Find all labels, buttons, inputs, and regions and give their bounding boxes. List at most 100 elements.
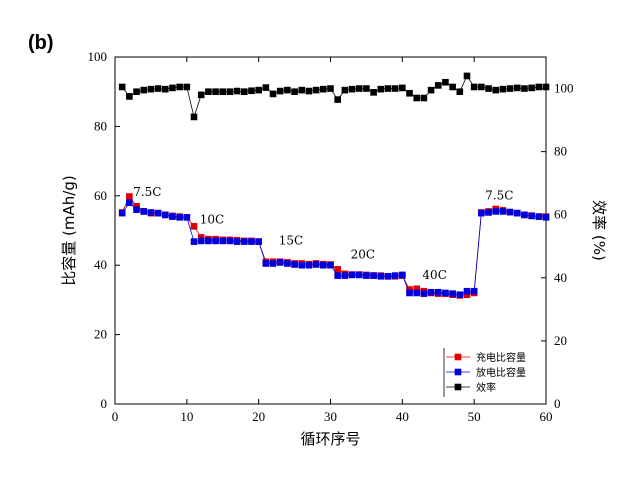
y-axis-title: 比容量 (mAh/g) (60, 175, 78, 285)
series-2-point (377, 273, 385, 280)
series-2-point (118, 209, 126, 217)
y-tick-label: 100 (88, 49, 108, 64)
panel-label: (b) (28, 32, 54, 54)
series-3-point (478, 83, 485, 91)
series-2-point (535, 213, 543, 220)
series-3-point (499, 85, 507, 93)
series-1-point (133, 202, 140, 210)
series-3-point (291, 88, 298, 95)
series-3-point (542, 83, 550, 91)
series-2-point (205, 237, 212, 245)
series-2-point (190, 238, 198, 245)
series-2-point (219, 237, 227, 245)
series-2-point (363, 272, 370, 279)
series-2-point (226, 237, 234, 245)
series-2-point (169, 213, 176, 220)
series-3-point (219, 88, 227, 95)
series-3-point (521, 85, 528, 92)
rate-annotation: 20C (351, 247, 375, 261)
series-2-point (463, 287, 471, 295)
series-3-point (255, 86, 262, 94)
series-2-point (434, 288, 442, 296)
x-tick-label: 40 (396, 409, 409, 424)
series-3-point (327, 85, 334, 92)
series-2-point (399, 271, 406, 279)
series-2-point (255, 238, 262, 245)
series-1-point (463, 291, 471, 298)
series-2-point (499, 208, 507, 215)
series-3-point (406, 89, 413, 97)
series-2-point (413, 289, 420, 297)
series-2-point (427, 288, 435, 296)
series-2-point (233, 238, 241, 245)
series-3-point (341, 86, 349, 94)
series-2-point (384, 273, 392, 280)
rate-annotation: 15C (279, 233, 303, 247)
x-tick-label: 20 (252, 409, 265, 424)
series-3-point (384, 85, 392, 92)
x-tick-label: 0 (112, 409, 119, 424)
series-3-point (420, 94, 428, 102)
series-3-point (377, 85, 385, 93)
series-2-point (420, 290, 428, 297)
series-2-point (147, 209, 155, 216)
series-3-point (126, 93, 133, 100)
series-3-point (276, 87, 284, 95)
series-3-point (470, 83, 478, 91)
series-2-point (291, 261, 298, 268)
series-3-point (190, 113, 198, 121)
series-2-point (176, 214, 183, 221)
series-3-point (205, 88, 212, 95)
y2-tick-label: 40 (554, 270, 567, 285)
series-3-point (161, 85, 169, 93)
series-3-point (370, 89, 377, 96)
series-3-point (154, 85, 162, 92)
series-2-point (478, 209, 485, 217)
series-3-point (513, 84, 521, 92)
series-3-point (434, 82, 442, 89)
y2-tick-label: 0 (554, 396, 561, 411)
y2-tick-label: 80 (554, 144, 567, 159)
series-2-point (327, 261, 334, 269)
series-1-point (334, 266, 341, 273)
series-3-point (535, 83, 543, 91)
series-3-point (312, 86, 320, 94)
legend-label-2: 放电比容量 (476, 366, 526, 379)
y2-tick-label: 20 (554, 333, 567, 348)
rate-annotation: 10C (200, 213, 224, 227)
series-3-point (118, 83, 126, 91)
series-2-point (341, 272, 349, 279)
series-2-point (183, 214, 191, 221)
y-tick-label: 0 (101, 396, 108, 411)
series-2-point (528, 212, 535, 220)
series-2-point (406, 289, 413, 297)
series-3-point (363, 85, 370, 92)
series-3-point (147, 85, 155, 93)
series-2-point (212, 237, 219, 245)
series-3-point (262, 84, 270, 91)
series-2-point (305, 261, 313, 269)
series-3-point (298, 86, 306, 94)
series-3-point (140, 86, 148, 94)
series-1-point (413, 285, 420, 293)
series-3-point (284, 86, 291, 94)
series-3-point (183, 83, 191, 91)
series-2-point (542, 214, 550, 221)
series-3-point (463, 72, 471, 80)
series-2-point (276, 259, 284, 266)
x-tick-label: 30 (324, 409, 337, 424)
series-line-3 (121, 75, 546, 119)
series-3-point (348, 85, 356, 93)
series-2-point (298, 261, 306, 269)
series-2-point (470, 287, 478, 295)
y2-axis-title: 效率 (%) (590, 200, 608, 261)
x-tick-label: 50 (468, 409, 481, 424)
series-2-point (391, 272, 399, 279)
series-2-point (312, 261, 320, 268)
series-3-point (456, 88, 464, 95)
y-tick-label: 60 (94, 188, 107, 203)
series-3-point (334, 96, 341, 103)
rate-annotation: 7.5C (133, 185, 161, 199)
series-3-point (355, 85, 363, 92)
y2-tick-label: 60 (554, 207, 567, 222)
